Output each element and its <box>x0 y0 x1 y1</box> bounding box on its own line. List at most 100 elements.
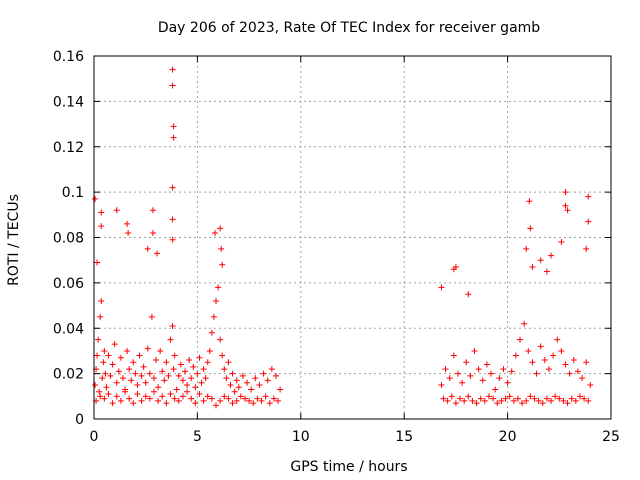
data-point <box>492 386 499 393</box>
data-point <box>94 259 101 266</box>
x-tick-label: 20 <box>499 429 517 445</box>
data-point <box>275 397 282 404</box>
data-point <box>479 377 486 384</box>
data-point <box>99 375 106 382</box>
data-point <box>169 322 176 329</box>
data-point <box>248 386 255 393</box>
data-point <box>138 372 145 379</box>
data-point <box>101 395 108 402</box>
data-point <box>446 375 453 382</box>
data-point <box>548 252 555 259</box>
data-point <box>467 372 474 379</box>
data-point <box>105 352 112 359</box>
data-point <box>543 268 550 275</box>
data-point <box>196 354 203 361</box>
data-point <box>246 397 253 404</box>
data-point <box>171 352 178 359</box>
data-point <box>175 372 182 379</box>
data-point <box>173 386 180 393</box>
data-point <box>514 395 521 402</box>
data-point <box>167 391 174 398</box>
data-point <box>217 336 224 343</box>
x-tick-label: 15 <box>395 429 413 445</box>
data-point <box>494 400 501 407</box>
data-point <box>519 400 526 407</box>
data-point <box>442 366 449 373</box>
data-point <box>124 220 131 227</box>
data-point <box>181 368 188 375</box>
data-point <box>537 343 544 350</box>
data-point <box>105 391 112 398</box>
data-point <box>461 397 468 404</box>
data-point <box>465 291 472 298</box>
data-point <box>550 352 557 359</box>
data-point <box>531 395 538 402</box>
data-point <box>115 368 122 375</box>
data-point <box>117 354 124 361</box>
data-point <box>95 336 102 343</box>
data-point <box>97 393 104 400</box>
data-point <box>541 357 548 364</box>
data-point <box>188 375 195 382</box>
data-point <box>562 202 569 209</box>
data-point <box>198 379 205 386</box>
data-point <box>512 352 519 359</box>
data-point <box>210 313 217 320</box>
data-point <box>202 375 209 382</box>
data-point <box>533 370 540 377</box>
data-point <box>165 372 172 379</box>
data-point <box>92 195 99 202</box>
data-point <box>564 400 571 407</box>
data-point <box>521 320 528 327</box>
data-point <box>204 359 211 366</box>
data-point <box>572 397 579 404</box>
data-point <box>98 209 105 216</box>
data-point <box>229 370 236 377</box>
data-point <box>179 377 186 384</box>
data-point <box>581 395 588 402</box>
data-point <box>266 400 273 407</box>
y-tick-label: 0.1 <box>62 185 84 201</box>
data-point <box>155 397 162 404</box>
data-point <box>142 379 149 386</box>
data-point <box>517 336 524 343</box>
data-point <box>256 381 263 388</box>
data-point <box>558 239 565 246</box>
data-point <box>438 284 445 291</box>
data-point <box>526 198 533 205</box>
data-point <box>268 366 275 373</box>
data-point <box>554 336 561 343</box>
data-point <box>485 393 492 400</box>
data-point <box>96 388 103 395</box>
data-point <box>498 397 505 404</box>
data-point <box>570 357 577 364</box>
data-point <box>119 375 126 382</box>
data-point <box>231 388 238 395</box>
data-point <box>102 370 109 377</box>
data-point <box>229 400 236 407</box>
data-point <box>211 229 218 236</box>
data-point <box>576 393 583 400</box>
data-point <box>543 395 550 402</box>
data-point <box>146 395 153 402</box>
data-point <box>155 384 162 391</box>
data-point <box>188 395 195 402</box>
data-point <box>111 341 118 348</box>
data-point <box>219 352 226 359</box>
data-point <box>539 400 546 407</box>
data-point <box>130 400 137 407</box>
data-point <box>463 359 470 366</box>
data-point <box>170 366 177 373</box>
data-point <box>477 395 484 402</box>
data-point <box>454 370 461 377</box>
data-point <box>244 379 251 386</box>
data-point <box>94 352 101 359</box>
data-point <box>113 379 120 386</box>
data-point <box>92 381 99 388</box>
data-point <box>527 393 534 400</box>
data-point <box>192 400 199 407</box>
data-point <box>113 207 120 214</box>
data-point <box>506 393 513 400</box>
data-point <box>126 366 133 373</box>
data-point <box>459 379 466 386</box>
